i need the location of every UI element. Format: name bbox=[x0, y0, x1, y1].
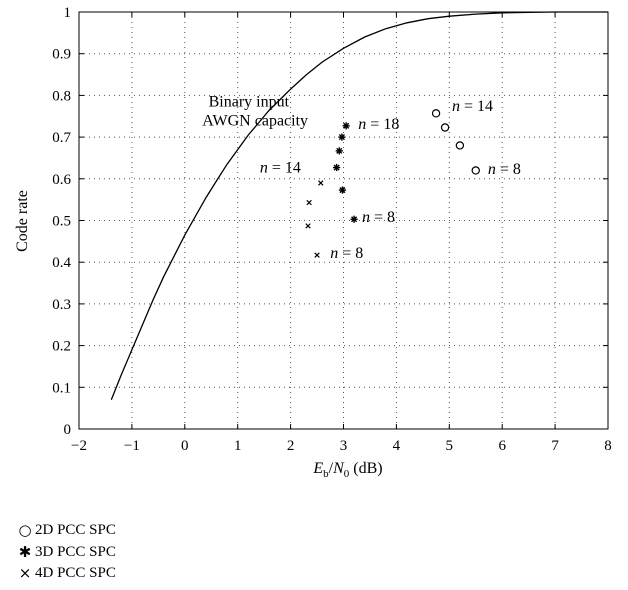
ticks: −2 −1 0 1 2 3 4 5 6 7 8 0 0.1 0.2 0.3 0.4 0.5 0.6 0.7 0.8 0.… bbox=[52, 5, 612, 454]
grid bbox=[79, 12, 608, 429]
y-tick-label: 0.6 bbox=[52, 172, 71, 188]
point-3d bbox=[350, 215, 358, 223]
point-3d bbox=[335, 147, 343, 155]
asterisk-stroke bbox=[333, 164, 340, 171]
x-tick-label: 0 bbox=[181, 438, 189, 454]
y-tick-label: 0.3 bbox=[52, 297, 71, 313]
y-tick-label: 0.9 bbox=[52, 47, 71, 63]
asterisk-stroke bbox=[338, 134, 345, 141]
point-3d bbox=[333, 163, 341, 172]
legend-item-4d: × 4D PCC SPC bbox=[18, 563, 116, 585]
x-tick-label: 1 bbox=[234, 438, 242, 454]
asterisk-marker-icon: ✱ bbox=[18, 542, 32, 561]
circle-marker-icon: ○ bbox=[18, 521, 32, 539]
legend: ○ 2D PCC SPC ✱ 3D PCC SPC × 4D PCC SPC bbox=[18, 520, 116, 585]
annotation-2d-n14: n = 14 bbox=[452, 98, 493, 115]
plot-frame bbox=[78, 11, 609, 430]
chart: −2 −1 0 1 2 3 4 5 6 7 8 0 0.1 0.2 0.3 0.4 0.5 0.6 0.7 0.8 0.… bbox=[14, 5, 612, 480]
point-4d bbox=[318, 180, 324, 186]
legend-label: 2D PCC SPC bbox=[35, 522, 116, 538]
capacity-curve bbox=[110, 11, 608, 401]
x-stroke bbox=[318, 180, 324, 186]
x-tick-label: −2 bbox=[71, 438, 87, 454]
point-2d bbox=[455, 141, 465, 150]
x-marker-icon: × bbox=[18, 564, 32, 582]
legend-item-2d: ○ 2D PCC SPC bbox=[18, 520, 116, 542]
asterisk-stroke bbox=[339, 187, 346, 194]
annotation-3d-n18: n = 18 bbox=[358, 116, 399, 133]
annotation-3d-n8: n = 8 bbox=[362, 209, 395, 226]
annotation-capacity-line2: AWGN capacity bbox=[202, 112, 308, 129]
asterisk-stroke bbox=[351, 216, 358, 223]
x-stroke bbox=[305, 223, 311, 229]
y-tick-label: 0 bbox=[64, 422, 72, 438]
y-tick-label: 0.5 bbox=[52, 214, 71, 230]
annotation-4d-n8: n = 8 bbox=[330, 245, 363, 262]
x-tick-label: 3 bbox=[340, 438, 348, 454]
y-tick-label: 0.2 bbox=[52, 339, 71, 355]
axes bbox=[78, 11, 609, 430]
point-4d bbox=[305, 223, 311, 229]
x-stroke bbox=[314, 252, 320, 258]
y-tick-label: 0.8 bbox=[52, 88, 71, 104]
point-3d bbox=[338, 186, 347, 194]
legend-item-3d: ✱ 3D PCC SPC bbox=[18, 542, 116, 564]
annotation-4d-n14: n = 14 bbox=[260, 160, 301, 177]
capacity-curve-group bbox=[110, 11, 608, 401]
asterisk-stroke bbox=[336, 147, 343, 154]
point-4d bbox=[314, 252, 320, 258]
x-tick-label: 2 bbox=[287, 438, 295, 454]
point-2d bbox=[431, 109, 441, 118]
data-points bbox=[305, 109, 480, 258]
y-tick-label: 0.4 bbox=[52, 255, 71, 271]
asterisk-stroke bbox=[343, 122, 350, 129]
x-axis-label: Eb/N0 (dB) bbox=[312, 460, 382, 480]
point-2d bbox=[471, 166, 480, 175]
x-tick-label: 5 bbox=[446, 438, 454, 454]
point-3d bbox=[338, 133, 346, 141]
y-tick-label: 0.7 bbox=[52, 130, 71, 146]
y-tick-label: 1 bbox=[64, 5, 72, 21]
annotation-2d-n8: n = 8 bbox=[488, 161, 521, 178]
x-stroke bbox=[306, 199, 312, 206]
x-tick-label: 6 bbox=[498, 438, 506, 454]
legend-label: 4D PCC SPC bbox=[35, 565, 116, 581]
y-tick-label: 0.1 bbox=[52, 380, 71, 396]
point-4d bbox=[306, 199, 312, 206]
y-axis-label: Code rate bbox=[14, 190, 31, 252]
x-tick-label: 4 bbox=[393, 438, 401, 454]
x-tick-label: 8 bbox=[604, 438, 612, 454]
point-3d bbox=[342, 122, 350, 130]
point-2d bbox=[440, 123, 450, 132]
x-tick-label: 7 bbox=[551, 438, 559, 454]
legend-label: 3D PCC SPC bbox=[35, 543, 116, 560]
x-tick-label: −1 bbox=[124, 438, 140, 454]
annotation-capacity-line1: Binary input bbox=[209, 94, 290, 111]
